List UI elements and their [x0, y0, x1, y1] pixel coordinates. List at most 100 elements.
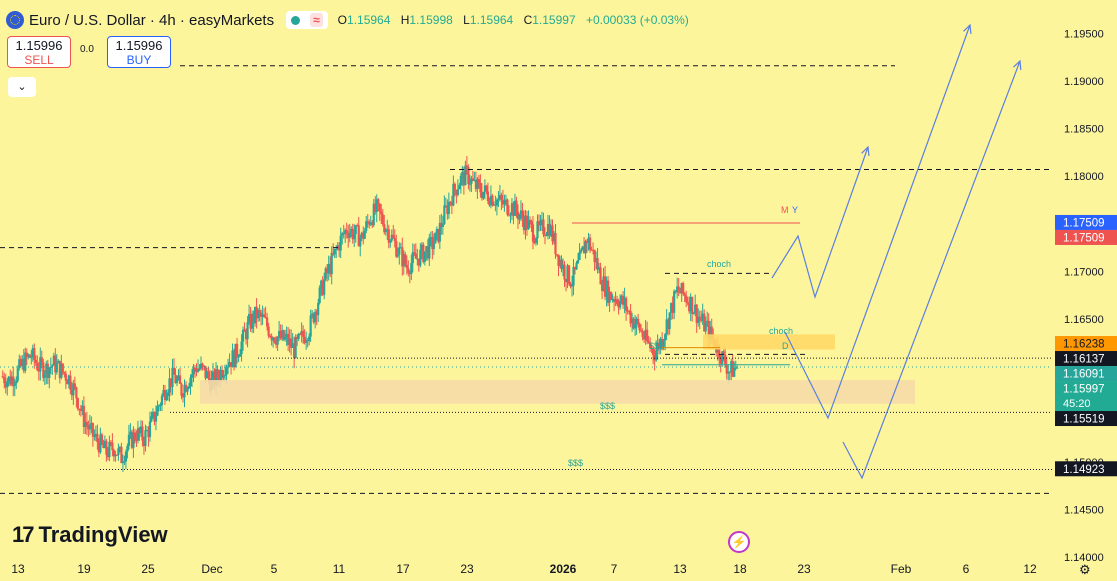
price-tag-value: 1.15519	[1063, 414, 1105, 426]
candle-body	[576, 260, 580, 263]
collapse-chevron-icon[interactable]: ⌄	[8, 77, 36, 97]
candle-body	[145, 430, 149, 432]
candle-body	[154, 415, 158, 422]
candle-body	[533, 241, 536, 244]
candle-body	[82, 405, 85, 428]
choch-label: choch	[769, 326, 793, 336]
candle-body	[703, 313, 706, 332]
lightning-icon[interactable]: ⚡	[728, 531, 750, 553]
candle-body	[266, 317, 269, 327]
candlestick-series	[1, 156, 739, 472]
supply-zone	[703, 334, 835, 350]
candle-body	[682, 283, 685, 294]
price-level-tag[interactable]: 1.15519	[1055, 411, 1117, 427]
candle-body	[428, 237, 431, 259]
candle-body	[220, 369, 224, 378]
candle-body	[674, 291, 677, 293]
candle-body	[256, 310, 260, 319]
price-level-tag[interactable]: 1.17509	[1055, 229, 1117, 245]
candle-body	[456, 189, 459, 195]
tradingview-logo[interactable]: 17 TradingView	[12, 522, 168, 548]
symbol-title[interactable]: Euro / U.S. Dollar · 4h · easyMarkets	[29, 11, 275, 29]
candle-body	[22, 358, 25, 371]
candle-body	[411, 252, 414, 264]
candle-body	[172, 367, 176, 375]
candle-body	[733, 367, 736, 377]
candle-body	[724, 354, 727, 366]
candle-body	[133, 432, 137, 440]
buy-button[interactable]: 1.15996 BUY	[107, 36, 171, 68]
candle-body	[102, 442, 105, 449]
candle-body	[626, 310, 629, 312]
candle-body	[201, 363, 204, 366]
candle-body	[272, 337, 275, 341]
candle-body	[611, 299, 614, 301]
candle-body	[330, 252, 333, 275]
candle-body	[384, 229, 387, 233]
price-level-tag[interactable]: 1.16091	[1055, 366, 1117, 382]
candle-body	[308, 336, 311, 341]
candle-body	[255, 306, 258, 319]
wave-icon[interactable]: ≈	[310, 13, 323, 27]
candle-body	[584, 241, 587, 254]
price-tick-label: 1.14000	[1064, 552, 1104, 564]
price-level-tag[interactable]: 1.14923	[1055, 461, 1117, 477]
candle-body	[362, 232, 365, 239]
candle-body	[288, 338, 291, 345]
candle-body	[573, 266, 577, 270]
candle-body	[222, 375, 225, 378]
candle-body	[489, 195, 493, 206]
candle-body	[118, 446, 122, 449]
indicator-pill[interactable]: ≈	[286, 11, 328, 29]
price-tag-value: 1.17509	[1063, 232, 1105, 244]
candle-body	[416, 258, 419, 260]
candle-body	[111, 442, 114, 451]
candle-body	[423, 251, 426, 262]
candle-body	[521, 210, 524, 219]
candle-body	[225, 367, 228, 375]
candle-body	[425, 246, 428, 252]
candle-body	[497, 199, 500, 201]
sell-button[interactable]: 1.15996 SELL	[7, 36, 71, 68]
candle-body	[606, 280, 610, 303]
candle-body	[614, 299, 617, 302]
candle-body	[273, 337, 276, 343]
candle-body	[679, 291, 682, 294]
price-axis[interactable]: 1.195001.190001.185001.180001.175001.170…	[1055, 28, 1117, 564]
candle-body	[438, 222, 441, 242]
candle-body	[303, 336, 306, 343]
candle-body	[241, 329, 245, 342]
candle-body	[317, 303, 320, 316]
candle-body	[420, 244, 423, 250]
candle-body	[650, 347, 653, 349]
candle-body	[561, 264, 565, 270]
candle-body	[554, 233, 557, 255]
candle-body	[706, 320, 709, 323]
candle-body	[468, 183, 471, 185]
candle-body	[643, 336, 646, 340]
candle-body	[342, 233, 345, 235]
candle-body	[318, 287, 321, 304]
candle-body	[180, 383, 183, 396]
candle-body	[54, 355, 57, 373]
candle-body	[234, 343, 237, 368]
candle-body	[144, 430, 147, 447]
candle-body	[181, 395, 185, 398]
candle-body	[444, 205, 447, 207]
candle-body	[546, 224, 550, 236]
settings-gear-icon[interactable]: ⚙	[1079, 562, 1091, 577]
time-axis[interactable]: 13 19 25 Dec 5 11 17 23 2026 7 13 18 23 Feb 6 12	[11, 562, 1037, 576]
candle-body	[163, 389, 167, 401]
candle-body	[652, 347, 655, 356]
candle-body	[638, 323, 641, 331]
price-level-tag[interactable]: 1.16238	[1055, 336, 1117, 352]
price-level-tag[interactable]: 1.16137	[1055, 351, 1117, 367]
candle-body	[609, 291, 613, 300]
candle-body	[279, 330, 282, 339]
price-level-tag[interactable]: 1.17509	[1055, 214, 1117, 230]
candle-body	[628, 310, 631, 312]
price-level-tag[interactable]: 1.15997 45:20	[1055, 381, 1117, 412]
candle-body	[686, 301, 689, 304]
candle-body	[581, 246, 584, 251]
